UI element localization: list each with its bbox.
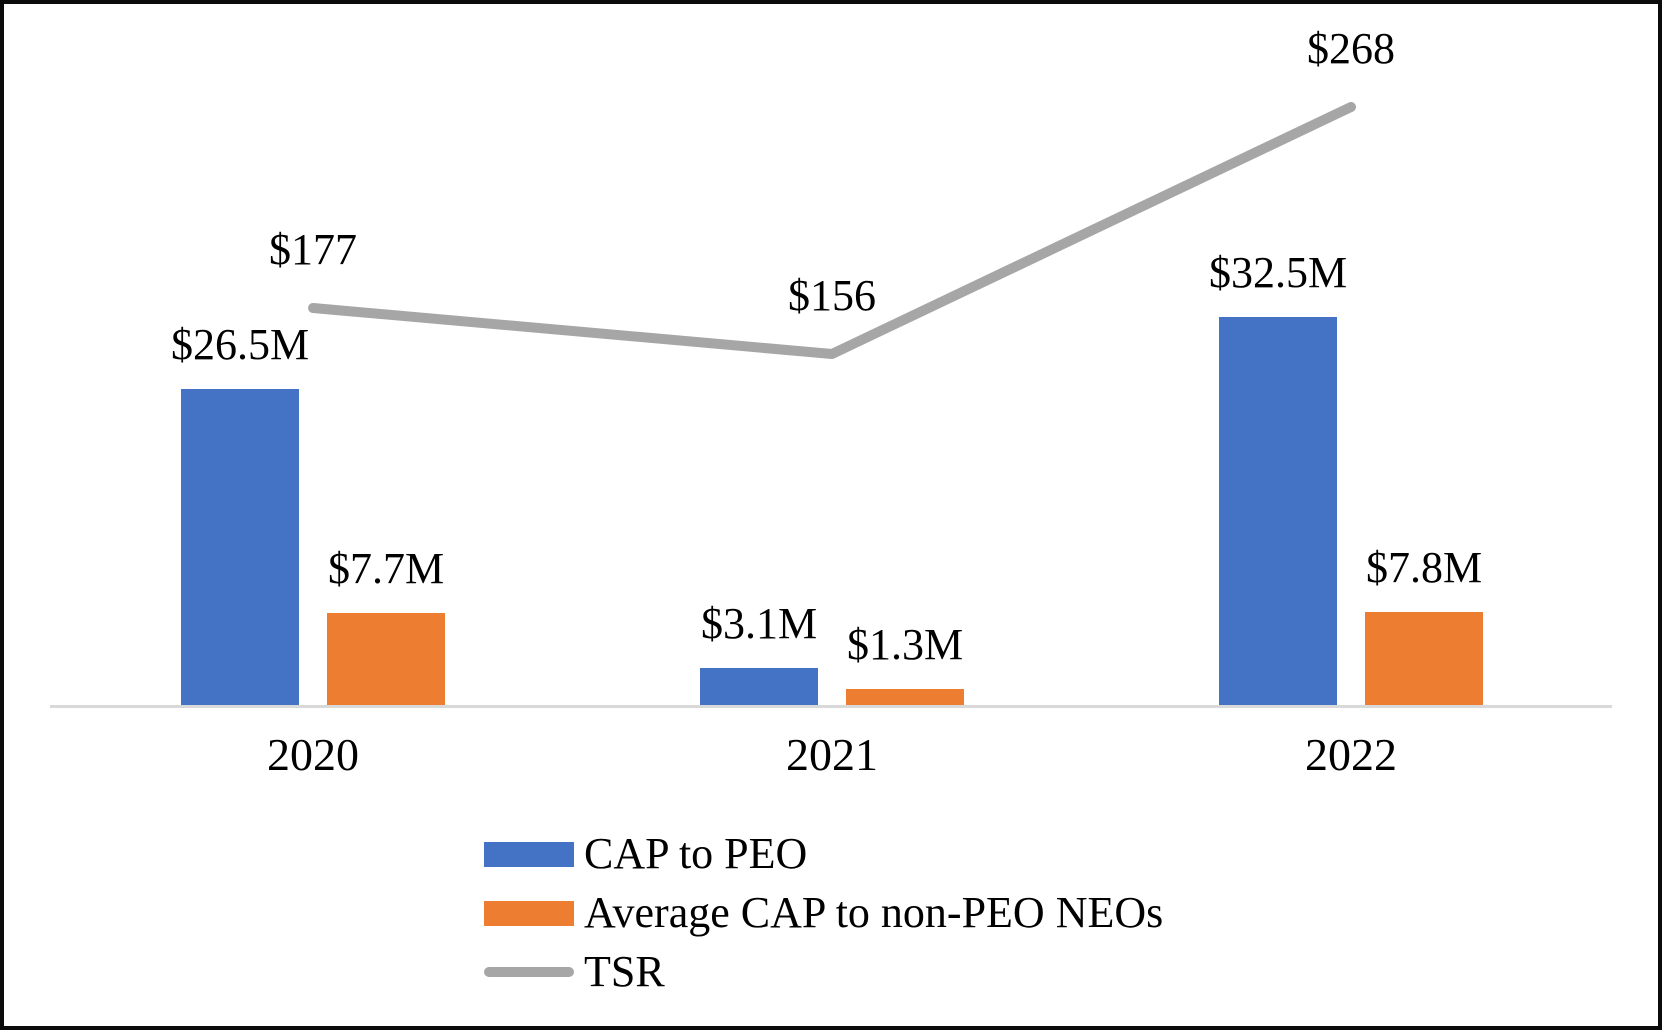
legend-item-average-cap-to-non-peo-neos: Average CAP to non-PEO NEOs (484, 890, 1163, 936)
bar-cap-to-peo-2020 (181, 389, 299, 705)
legend-swatch-tsr-icon (484, 967, 574, 977)
data-label-average-cap-to-non-peo-neos-2021: $1.3M (846, 620, 964, 669)
legend-swatch-average-cap-to-non-peo-neos-icon (484, 900, 574, 926)
x-tick-2021: 2021 (786, 729, 878, 780)
data-label-cap-to-peo-2020: $26.5M (170, 320, 310, 369)
legend-label-tsr: TSR (584, 947, 665, 996)
x-axis-line (50, 705, 1612, 708)
legend-item-cap-to-peo: CAP to PEO (484, 831, 1163, 877)
bar-average-cap-to-non-peo-neos-2020 (327, 613, 445, 705)
data-label-tsr-2020: $177 (269, 225, 357, 274)
data-label-tsr-2021: $156 (788, 271, 876, 320)
legend-swatch-cap-to-peo-icon (484, 841, 574, 867)
chart-legend: CAP to PEO Average CAP to non-PEO NEOs TSR (484, 831, 1163, 995)
bar-cap-to-peo-2022 (1219, 317, 1337, 705)
bar-cap-to-peo-2021 (700, 668, 818, 705)
x-tick-2022: 2022 (1305, 729, 1397, 780)
data-label-cap-to-peo-2021: $3.1M (700, 599, 818, 648)
x-tick-2020: 2020 (267, 729, 359, 780)
legend-label-average-cap-to-non-peo-neos: Average CAP to non-PEO NEOs (584, 888, 1164, 937)
data-label-cap-to-peo-2022: $32.5M (1208, 248, 1348, 297)
tsr-line (308, 102, 1356, 359)
bar-average-cap-to-non-peo-neos-2021 (846, 689, 964, 705)
data-label-average-cap-to-non-peo-neos-2022: $7.8M (1365, 543, 1483, 592)
legend-label-cap-to-peo: CAP to PEO (584, 829, 808, 878)
data-label-tsr-2022: $268 (1307, 24, 1395, 73)
legend-item-tsr: TSR (484, 949, 1163, 995)
bar-average-cap-to-non-peo-neos-2022 (1365, 612, 1483, 705)
data-label-average-cap-to-non-peo-neos-2020: $7.7M (327, 544, 445, 593)
